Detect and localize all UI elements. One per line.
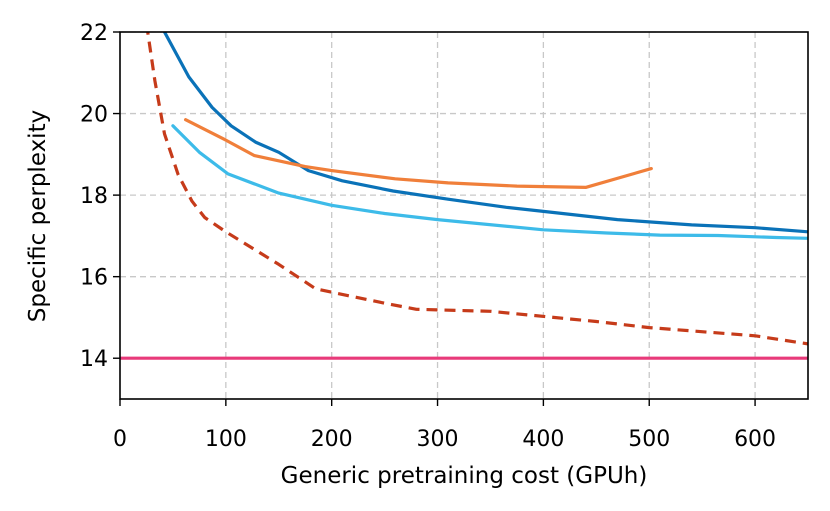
x-tick-label: 500 (628, 427, 670, 452)
x-tick-label: 0 (113, 427, 127, 452)
series-line-light-blue (171, 124, 808, 240)
series-line-dark-blue (162, 32, 808, 234)
y-axis-label: Specific perplexity (25, 110, 51, 322)
x-tick-label: 300 (417, 427, 459, 452)
x-axis-label: Generic pretraining cost (GPUh) (281, 463, 648, 489)
y-tick-label: 20 (80, 103, 108, 128)
series-line-red-dashed (146, 32, 808, 346)
series-line-orange (184, 118, 653, 189)
x-tick-label: 400 (522, 427, 564, 452)
x-tick-label: 600 (734, 427, 776, 452)
x-tick-label: 100 (205, 427, 247, 452)
grid (120, 31, 808, 399)
ticks: 0 100 200 300 400 500 600 14 16 18 20 22 (80, 21, 776, 452)
y-tick-label: 14 (80, 347, 108, 372)
series-group (120, 32, 808, 360)
plot-frame (119, 31, 809, 400)
y-tick-label: 16 (80, 266, 108, 291)
x-tick-label: 200 (311, 427, 353, 452)
y-tick-label: 18 (80, 184, 108, 209)
y-tick-label: 22 (80, 21, 108, 46)
